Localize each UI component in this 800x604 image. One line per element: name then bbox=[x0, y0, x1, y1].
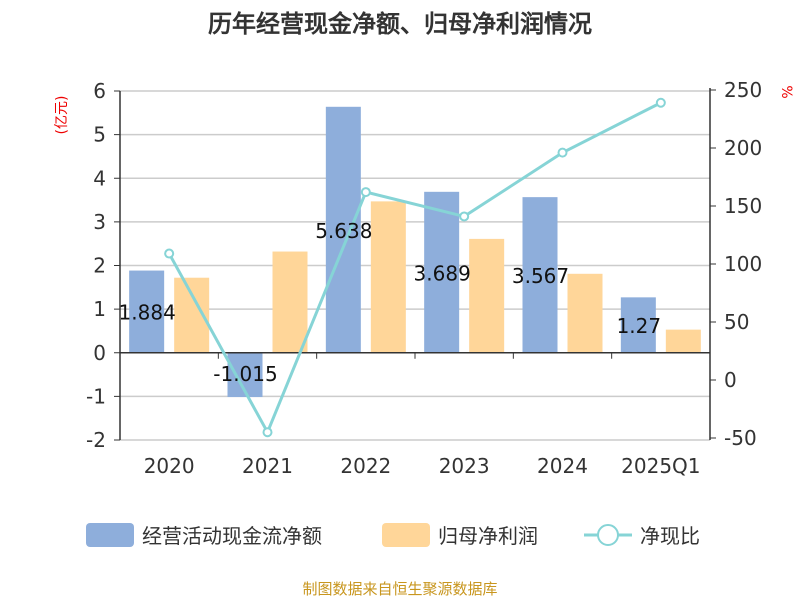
ratio-point bbox=[655, 97, 666, 108]
y-tick-label: -2 bbox=[86, 428, 106, 452]
data-label-cashflow: 5.638 bbox=[315, 219, 372, 243]
y2-tick-label: 150 bbox=[724, 194, 762, 218]
legend-label-cashflow: 经营活动现金流净额 bbox=[142, 524, 322, 548]
ratio-line bbox=[167, 101, 662, 436]
y-tick-label: 6 bbox=[93, 79, 106, 103]
bar-profit bbox=[272, 251, 308, 353]
y2-tick-label: 0 bbox=[724, 368, 737, 392]
ratio-point bbox=[557, 147, 568, 158]
legend-swatch-profit bbox=[382, 523, 430, 547]
bar-profit bbox=[469, 238, 505, 353]
ratio-point bbox=[459, 211, 470, 222]
y2-axis-label: % bbox=[778, 85, 794, 98]
y-tick-label: -1 bbox=[86, 384, 106, 408]
x-tick-label: 2024 bbox=[537, 454, 588, 478]
y-tick-label: 1 bbox=[93, 297, 106, 321]
y2-tick-label: 200 bbox=[724, 136, 762, 160]
bar-profit bbox=[567, 273, 603, 353]
bar-profit bbox=[665, 329, 701, 353]
ratio-point bbox=[164, 248, 175, 259]
x-tick-label: 2022 bbox=[340, 454, 391, 478]
bar-profit bbox=[370, 201, 406, 353]
y-tick-label: 2 bbox=[93, 254, 106, 278]
ratio-point bbox=[262, 427, 273, 438]
x-tick-label: 2021 bbox=[242, 454, 293, 478]
legend: 经营活动现金流净额 归母净利润 净现比 bbox=[86, 523, 700, 548]
legend-swatch-cashflow bbox=[86, 523, 134, 547]
x-tick-label: 2025Q1 bbox=[621, 454, 700, 478]
data-label-cashflow: -1.015 bbox=[213, 362, 277, 386]
bar-cashflow bbox=[325, 106, 361, 353]
data-label-cashflow: 1.27 bbox=[617, 314, 662, 338]
y2-tick-label: -50 bbox=[724, 426, 757, 450]
data-label-cashflow: 1.884 bbox=[119, 301, 176, 325]
legend-label-ratio: 净现比 bbox=[640, 524, 700, 548]
data-label-cashflow: 3.689 bbox=[414, 261, 471, 285]
y2-tick-label: 50 bbox=[724, 310, 749, 334]
y-tick-label: 0 bbox=[93, 341, 106, 365]
chart-title: 历年经营现金净额、归母净利润情况 bbox=[208, 10, 592, 38]
y-axis-label: (亿元) bbox=[54, 96, 70, 135]
x-tick-label: 2023 bbox=[439, 454, 490, 478]
x-tick-label: 2020 bbox=[144, 454, 195, 478]
ratio-point bbox=[360, 187, 371, 198]
y-tick-label: 3 bbox=[93, 210, 106, 234]
source-note: 制图数据来自恒生聚源数据库 bbox=[302, 580, 497, 598]
bar-cashflow bbox=[522, 197, 558, 353]
data-label-cashflow: 3.567 bbox=[512, 264, 569, 288]
bar-cashflow bbox=[129, 270, 165, 353]
y-tick-label: 4 bbox=[93, 166, 106, 190]
legend-marker-ratio bbox=[597, 524, 619, 546]
y2-tick-label: 250 bbox=[724, 78, 762, 102]
bar-cashflow bbox=[424, 191, 460, 353]
bar-cashflow bbox=[620, 297, 656, 353]
y-tick-label: 5 bbox=[93, 123, 106, 147]
y2-tick-label: 100 bbox=[724, 252, 762, 276]
legend-label-profit: 归母净利润 bbox=[438, 524, 538, 548]
